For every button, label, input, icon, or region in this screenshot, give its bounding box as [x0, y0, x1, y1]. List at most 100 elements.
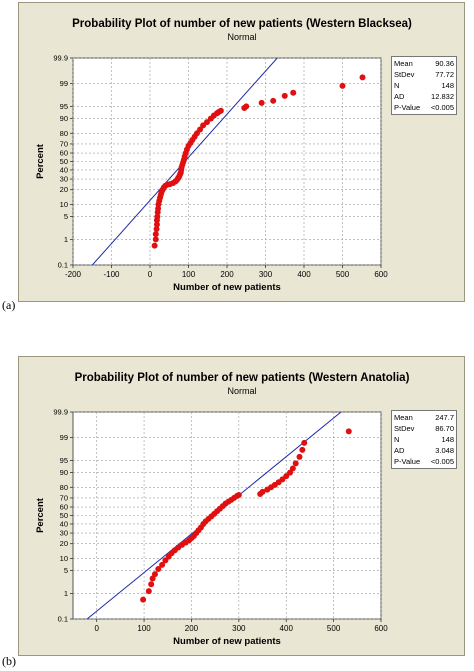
data-point — [235, 491, 242, 498]
stat-value: 12.832 — [431, 92, 454, 101]
y-tick-label: 0.1 — [58, 615, 68, 624]
x-tick-label: 300 — [232, 624, 246, 633]
stat-label: Mean — [394, 59, 413, 68]
chart-subtitle: Normal — [227, 386, 256, 396]
stat-row: P-Value <0.005 — [394, 102, 454, 113]
data-point — [290, 89, 297, 96]
stat-label: P-Value — [394, 457, 421, 466]
y-tick-label: 99.9 — [53, 408, 68, 417]
x-tick-label: 600 — [374, 270, 388, 279]
data-point — [151, 242, 158, 249]
data-point — [345, 428, 352, 435]
y-tick-label: 99 — [60, 79, 68, 88]
stat-row: AD 12.832 — [394, 91, 454, 102]
stat-label: N — [394, 435, 400, 444]
y-tick-label: 30 — [60, 529, 68, 538]
y-tick-label: 80 — [60, 483, 68, 492]
stat-value: 148 — [441, 81, 454, 90]
stat-label: StDev — [394, 70, 415, 79]
stat-row: Mean 247.7 — [394, 412, 454, 423]
y-tick-label: 70 — [60, 493, 68, 502]
x-tick-label: 200 — [185, 624, 199, 633]
x-tick-label: -100 — [103, 270, 120, 279]
y-tick-label: 10 — [60, 200, 68, 209]
chart-subtitle: Normal — [227, 32, 256, 42]
x-tick-label: 500 — [336, 270, 350, 279]
y-tick-label: 1 — [64, 235, 68, 244]
y-tick-label: 99 — [60, 433, 68, 442]
data-point — [299, 446, 306, 453]
data-point — [359, 74, 366, 81]
data-point — [197, 126, 204, 133]
panel-label-a: (a) — [2, 298, 16, 312]
stat-label: AD — [394, 446, 405, 455]
x-tick-label: 100 — [137, 624, 151, 633]
x-axis-label: Number of new patients — [173, 636, 281, 647]
data-point — [155, 566, 162, 573]
y-tick-label: 70 — [60, 139, 68, 148]
data-point — [140, 596, 147, 603]
y-tick-label: 5 — [64, 566, 68, 575]
x-tick-label: -200 — [65, 270, 82, 279]
panel-label-b: (b) — [2, 654, 16, 668]
stat-label: P-Value — [394, 103, 421, 112]
y-axis-label: Percent — [35, 497, 46, 533]
x-tick-label: 200 — [220, 270, 234, 279]
stat-value: 86.70 — [435, 424, 454, 433]
stat-value: 3.048 — [435, 446, 454, 455]
x-axis-label: Number of new patients — [173, 282, 281, 293]
data-point — [153, 221, 160, 228]
x-tick-label: 0 — [94, 624, 99, 633]
y-tick-label: 0.1 — [58, 261, 68, 270]
stat-value: 90.36 — [435, 59, 454, 68]
data-point — [283, 473, 290, 480]
data-point — [292, 460, 299, 467]
data-point — [145, 588, 152, 595]
data-point — [281, 92, 288, 99]
data-point — [259, 488, 266, 495]
y-tick-label: 60 — [60, 149, 68, 158]
y-tick-label: 40 — [60, 165, 68, 174]
y-tick-label: 5 — [64, 212, 68, 221]
data-point — [153, 225, 160, 232]
data-point — [217, 107, 224, 114]
y-tick-label: 40 — [60, 519, 68, 528]
stat-row: StDev 77.72 — [394, 69, 454, 80]
data-point — [289, 465, 296, 472]
stat-label: StDev — [394, 424, 415, 433]
y-axis-label: Percent — [35, 143, 46, 179]
x-tick-label: 0 — [148, 270, 153, 279]
data-point — [152, 236, 159, 243]
stat-row: P-Value <0.005 — [394, 456, 454, 467]
y-tick-label: 95 — [60, 102, 68, 111]
stat-value: 77.72 — [435, 70, 454, 79]
data-point — [154, 213, 161, 220]
probability-plot-western-anatolia: Probability Plot of number of new patien… — [35, 372, 410, 647]
chart-title: Probability Plot of number of new patien… — [75, 372, 410, 384]
data-point — [151, 571, 158, 578]
y-tick-label: 50 — [60, 511, 68, 520]
stats-legend-box: Mean 90.36 StDev 77.72 N 148 AD 12.832 P-Value <0… — [391, 56, 457, 115]
data-point — [243, 103, 250, 110]
y-tick-label: 60 — [60, 503, 68, 512]
stat-row: AD 3.048 — [394, 445, 454, 456]
data-point — [301, 439, 308, 446]
x-tick-label: 300 — [259, 270, 273, 279]
y-tick-label: 10 — [60, 554, 68, 563]
stat-label: N — [394, 81, 400, 90]
probability-plot-western-blacksea: Probability Plot of number of new patien… — [35, 18, 412, 293]
chart-title: Probability Plot of number of new patien… — [72, 18, 412, 30]
y-tick-label: 20 — [60, 185, 68, 194]
x-tick-label: 400 — [297, 270, 311, 279]
y-tick-label: 50 — [60, 157, 68, 166]
stat-row: Mean 90.36 — [394, 58, 454, 69]
y-tick-label: 95 — [60, 456, 68, 465]
stat-label: AD — [394, 92, 405, 101]
y-tick-label: 99.9 — [53, 54, 68, 63]
stat-value: 247.7 — [435, 413, 454, 422]
stat-value: <0.005 — [430, 103, 454, 112]
stat-row: StDev 86.70 — [394, 423, 454, 434]
y-tick-label: 90 — [60, 114, 68, 123]
y-tick-label: 1 — [64, 589, 68, 598]
y-tick-label: 80 — [60, 129, 68, 138]
